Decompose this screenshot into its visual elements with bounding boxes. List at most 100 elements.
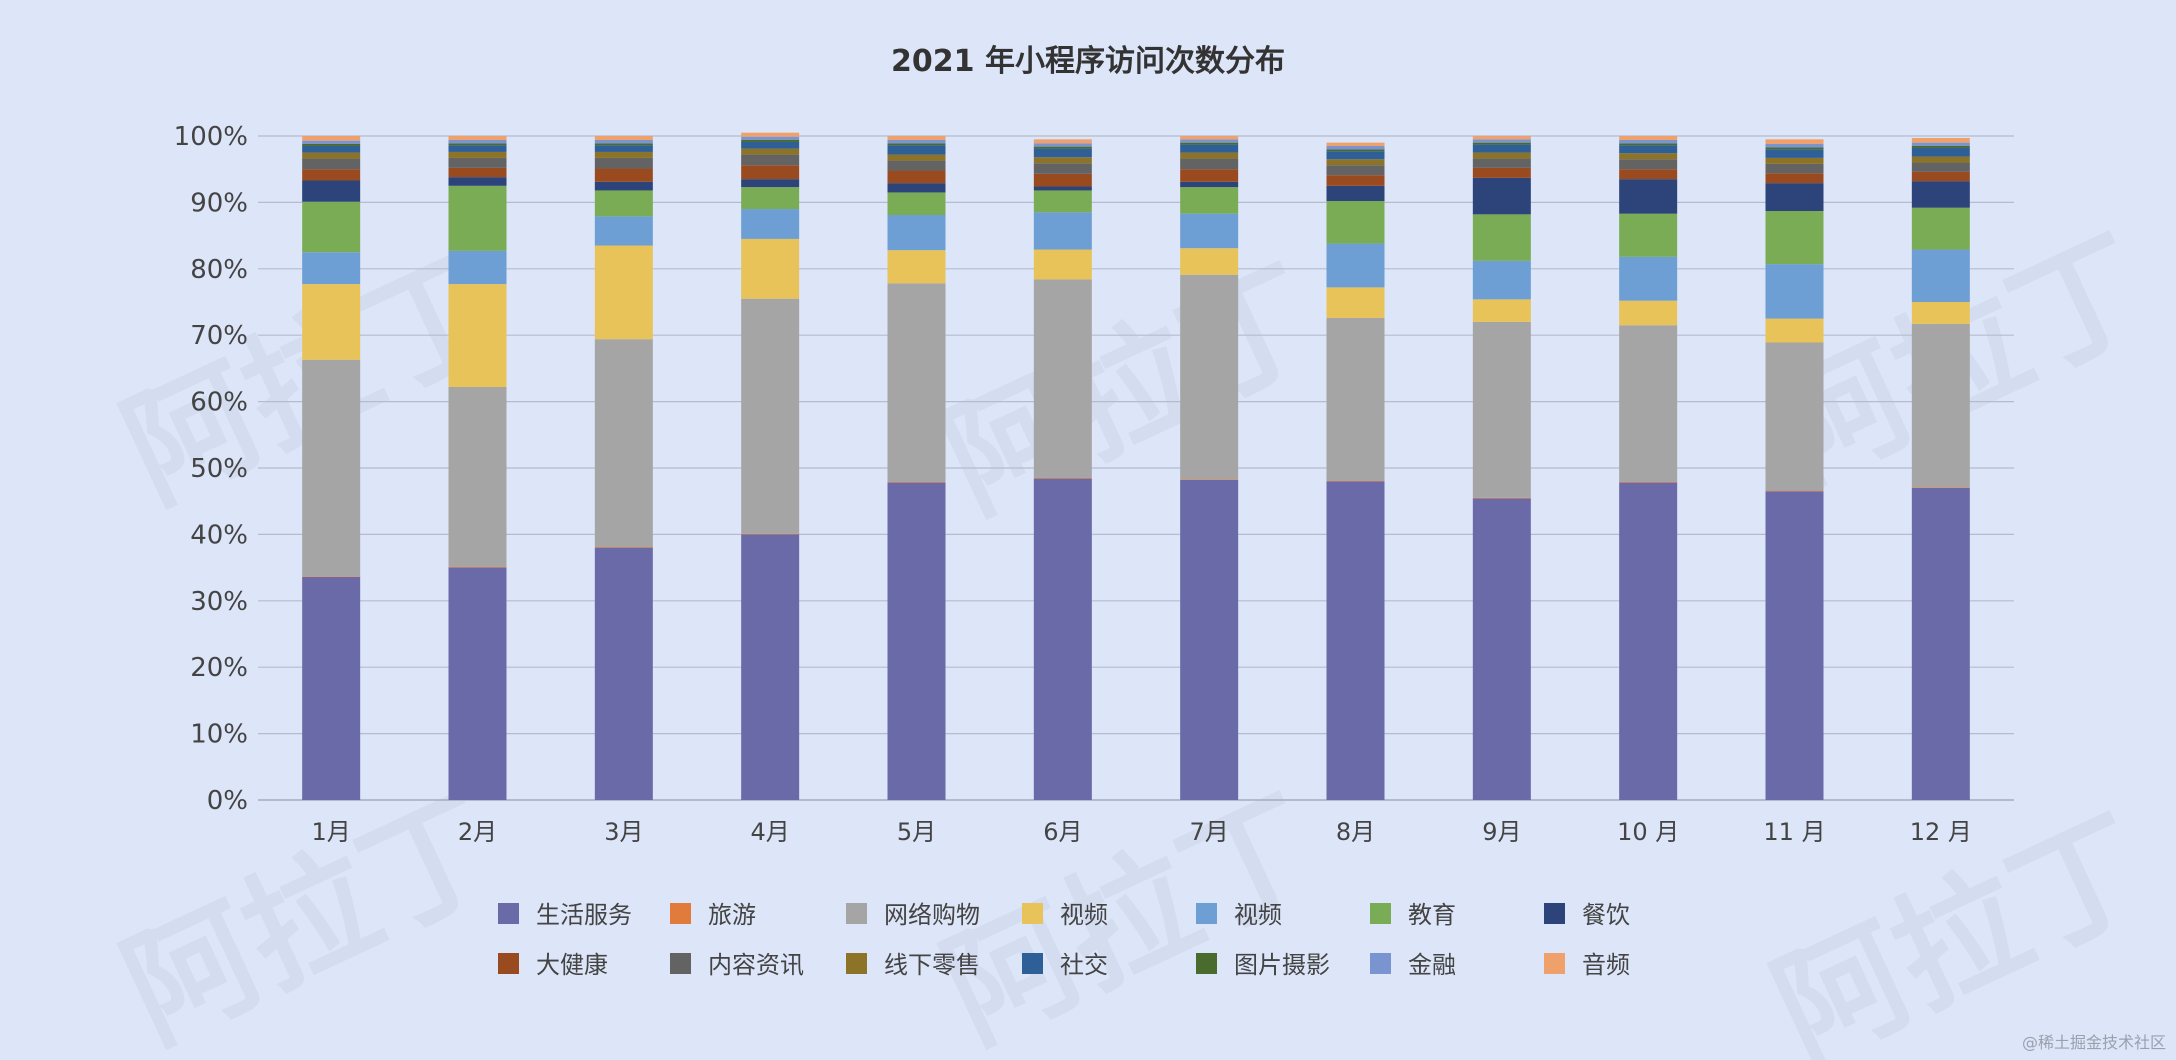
bar-segment bbox=[1326, 480, 1385, 482]
bar-segment bbox=[1033, 163, 1092, 174]
y-tick-label: 100% bbox=[174, 122, 248, 152]
bar-segment bbox=[1180, 274, 1239, 480]
bar-segment bbox=[1911, 142, 1970, 146]
bar-area bbox=[302, 132, 1970, 800]
legend-swatch bbox=[1370, 903, 1391, 924]
bar-segment bbox=[448, 386, 507, 567]
bar-segment bbox=[1619, 153, 1678, 160]
bar-segment bbox=[1765, 491, 1824, 800]
bar-segment bbox=[1472, 299, 1531, 322]
legend-label: 大健康 bbox=[536, 951, 608, 979]
bar-segment bbox=[1326, 243, 1385, 288]
x-tick-label: 1月 bbox=[312, 818, 351, 846]
bar-segment bbox=[302, 180, 361, 202]
bar-segment bbox=[1472, 152, 1531, 159]
bar-segment bbox=[1911, 145, 1970, 148]
bar-segment bbox=[448, 567, 507, 800]
bar-segment bbox=[302, 158, 361, 170]
legend-swatch bbox=[846, 903, 867, 924]
bar-segment bbox=[741, 209, 800, 239]
bar-segment bbox=[594, 190, 653, 217]
bar-segment bbox=[302, 284, 361, 360]
bar-segment bbox=[1326, 287, 1385, 318]
bar-segment bbox=[1619, 139, 1678, 144]
bar-segment bbox=[1180, 136, 1239, 140]
bar-segment bbox=[448, 157, 507, 168]
bar-segment bbox=[1326, 317, 1385, 481]
watermark-brand: 阿拉丁 bbox=[102, 768, 520, 1060]
bar-segment bbox=[741, 533, 800, 535]
bar-segment bbox=[887, 192, 946, 216]
bar-segment bbox=[741, 132, 800, 137]
bar-segment bbox=[1033, 186, 1092, 191]
bar-segment bbox=[1326, 149, 1385, 152]
bar-segment bbox=[887, 481, 946, 483]
bar-segment bbox=[1326, 142, 1385, 146]
bar-segment bbox=[1911, 487, 1970, 800]
bar-segment bbox=[741, 179, 800, 188]
bar-segment bbox=[302, 140, 361, 144]
bar-segment bbox=[1472, 136, 1531, 140]
x-tick-label: 3月 bbox=[604, 818, 643, 846]
legend-swatch bbox=[1196, 953, 1217, 974]
bar-segment bbox=[887, 154, 946, 161]
bar-segment bbox=[594, 151, 653, 158]
bar-segment bbox=[448, 145, 507, 152]
bar-segment bbox=[1033, 279, 1092, 478]
legend-swatch bbox=[846, 953, 867, 974]
bar-segment bbox=[1765, 490, 1824, 492]
bar-segment bbox=[1033, 148, 1092, 158]
bar-segment bbox=[594, 157, 653, 169]
bar-segment bbox=[1911, 137, 1970, 143]
bar-segment bbox=[887, 139, 946, 144]
bar-segment bbox=[594, 216, 653, 246]
bar-segment bbox=[741, 238, 800, 299]
legend-swatch bbox=[1544, 903, 1565, 924]
bar-segment bbox=[1180, 213, 1239, 249]
bar-segment bbox=[1326, 481, 1385, 800]
bar-segment bbox=[1619, 145, 1678, 154]
bar-segment bbox=[1033, 478, 1092, 800]
bar-segment bbox=[1911, 302, 1970, 324]
bar-segment bbox=[448, 136, 507, 140]
bar-segment bbox=[1765, 318, 1824, 343]
bar-segment bbox=[1619, 256, 1678, 301]
bar-segment bbox=[594, 245, 653, 340]
bar-segment bbox=[1180, 139, 1239, 143]
legend-swatch bbox=[1022, 953, 1043, 974]
bar-segment bbox=[594, 181, 653, 191]
y-tick-label: 20% bbox=[190, 653, 248, 683]
bar-segment bbox=[1911, 156, 1970, 163]
bar-segment bbox=[594, 547, 653, 548]
bar-segment bbox=[1033, 477, 1092, 479]
bar-segment bbox=[1326, 175, 1385, 186]
bar-segment bbox=[887, 170, 946, 184]
bar-segment bbox=[887, 283, 946, 482]
bar-segment bbox=[1619, 481, 1678, 483]
bar-segment bbox=[594, 339, 653, 548]
bar-segment bbox=[594, 547, 653, 800]
legend-label: 图片摄影 bbox=[1234, 951, 1330, 979]
bar-segment bbox=[448, 151, 507, 158]
bar-segment bbox=[1472, 177, 1531, 215]
y-axis-ticks: 0% 10% 20% 30% 40% 50% 60% 70% 80% 90% 100% bbox=[174, 122, 248, 816]
y-tick-label: 70% bbox=[190, 321, 248, 351]
legend-swatch bbox=[1370, 953, 1391, 974]
bar-segment bbox=[1033, 212, 1092, 250]
bar-segment bbox=[1472, 498, 1531, 800]
bar-segment bbox=[1472, 144, 1531, 153]
y-tick-label: 80% bbox=[190, 255, 248, 285]
bar-segment bbox=[1619, 213, 1678, 257]
bar-segment bbox=[1180, 181, 1239, 188]
bar-segment bbox=[887, 183, 946, 193]
legend-label: 内容资讯 bbox=[708, 951, 804, 979]
bar-segment bbox=[1180, 479, 1239, 800]
x-tick-label: 5月 bbox=[897, 818, 936, 846]
bar-segment bbox=[1911, 249, 1970, 302]
bar-segment bbox=[1472, 260, 1531, 300]
bar-segment bbox=[1619, 136, 1678, 140]
legend-label: 视频 bbox=[1060, 901, 1108, 929]
legend-label: 金融 bbox=[1408, 951, 1456, 979]
bar-segment bbox=[448, 250, 507, 285]
